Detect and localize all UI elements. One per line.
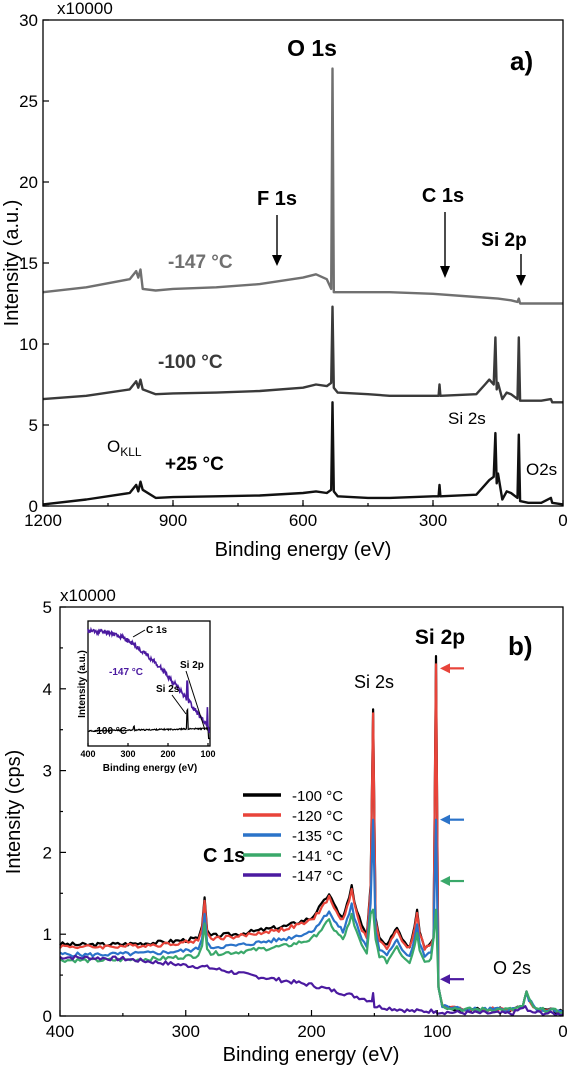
inset-minus147: -147 °C [109,667,143,678]
panel-b-ytick-label: 0 [43,1007,52,1026]
inset-ylabel: Intensity (a.u.) [77,650,88,718]
inset-series-minus100 [88,707,210,740]
panel-a-xtick-label: 0 [558,511,567,530]
legend-label: -147 °C [292,868,343,885]
panel-a-series-1 [42,305,563,404]
panel-b-series-3 [59,908,564,1015]
panel-b-multiplier: x10000 [60,586,116,605]
panel-b-label: b) [508,631,533,661]
panel-a-multiplier: x10000 [57,0,113,18]
legend-label: -135 °C [292,828,343,845]
panel-b-xtick-label: 0 [558,1022,567,1041]
anno-b-si2s: Si 2s [354,672,394,692]
temperature-arrowhead [440,974,450,985]
inset-xlabel: Binding energy (eV) [103,763,197,774]
panel-b-ytick-label: 1 [43,925,52,944]
panel-b-ytick-label: 4 [43,680,52,699]
panel-a-xtick-label: 600 [289,511,317,530]
panel-a-ytick-label: 5 [29,416,38,435]
inset-series-minus147 [87,626,210,734]
panel-b-series-4 [59,954,564,1017]
anno-si2p: Si 2p [481,230,526,251]
panel-a-xlabel: Binding energy (eV) [215,539,392,561]
legend-label: -120 °C [292,808,343,825]
panel-a-ytick-label: 20 [19,173,38,192]
anno-b-si2p: Si 2p [415,626,465,649]
anno-minus100: -100 °C [158,352,223,373]
panel-a: x10000 1200 900 600 300 0 0 5 10 15 20 25 30 Bindin… [1,0,568,561]
temperature-arrowhead [440,663,450,674]
panel-b: x10000 400 300 200 100 0 0 1 2 3 4 5 Binding energ… [3,586,568,1066]
legend-label: -141 °C [292,848,343,865]
anno-si2s: Si 2s [448,409,486,428]
inset-xtick-label: 100 [200,749,215,759]
anno-f1s: F 1s [257,188,297,210]
inset-xtick-label: 200 [160,749,175,759]
legend: -100 °C -120 °C -135 °C -141 °C -147 °C [243,788,343,885]
panel-a-label: a) [510,46,533,76]
panel-b-xtick-label: 400 [46,1022,74,1041]
inset-frame [87,620,211,747]
panel-a-ytick-label: 30 [19,11,38,30]
anno-c1s: C 1s [422,185,464,207]
inset-xtick-label: 300 [120,749,135,759]
anno-b-o2s: O 2s [493,958,531,978]
inset-plot: 400 300 200 100 Binding energy (eV) Intensi… [77,620,216,774]
panel-a-ytick-label: 0 [29,497,38,516]
inset-c1s: C 1s [146,625,168,636]
panel-b-ylabel: Intensity (cps) [3,750,25,874]
inset-xtick-label: 400 [80,749,95,759]
temperature-arrowhead [440,876,450,887]
panel-a-series-0 [42,401,564,506]
arrow-si2p [516,254,526,286]
arrow-c1s [440,212,450,278]
panel-a-ytick-label: 10 [19,335,38,354]
anno-okll: OKLL [107,437,142,459]
legend-label: -100 °C [292,788,343,805]
inset-minus100: -100 °C [93,726,127,737]
panel-a-xtick-label: 300 [419,511,447,530]
anno-b-c1s: C 1s [203,845,245,867]
temperature-arrowhead [440,814,450,825]
panel-b-xtick-label: 200 [297,1022,325,1041]
panel-b-ytick-label: 5 [43,598,52,617]
inset-si2p: Si 2p [180,660,204,671]
panel-b-ytick-label: 2 [43,843,52,862]
panel-a-ylabel: Intensity (a.u.) [1,200,23,327]
arrow-f1s [272,215,282,266]
anno-plus25: +25 °C [165,454,224,475]
panel-b-xtick-label: 100 [423,1022,451,1041]
panel-a-xtick-label: 900 [159,511,187,530]
anno-o2s: O2s [526,460,557,479]
panel-a-ytick-label: 25 [19,92,38,111]
panel-a-series-2 [42,67,563,305]
panel-a-ytick-label: 15 [19,254,38,273]
anno-minus147: -147 °C [168,252,233,273]
panel-b-xtick-label: 300 [172,1022,200,1041]
panel-b-ytick-label: 3 [43,762,52,781]
panel-a-frame [42,19,564,507]
panel-a-xtick-label: 1200 [24,511,62,530]
temperature-arrows [440,663,464,985]
panel-b-xlabel: Binding energy (eV) [223,1044,400,1066]
anno-o1s: O 1s [287,35,337,61]
inset-si2s: Si 2s [156,684,180,695]
